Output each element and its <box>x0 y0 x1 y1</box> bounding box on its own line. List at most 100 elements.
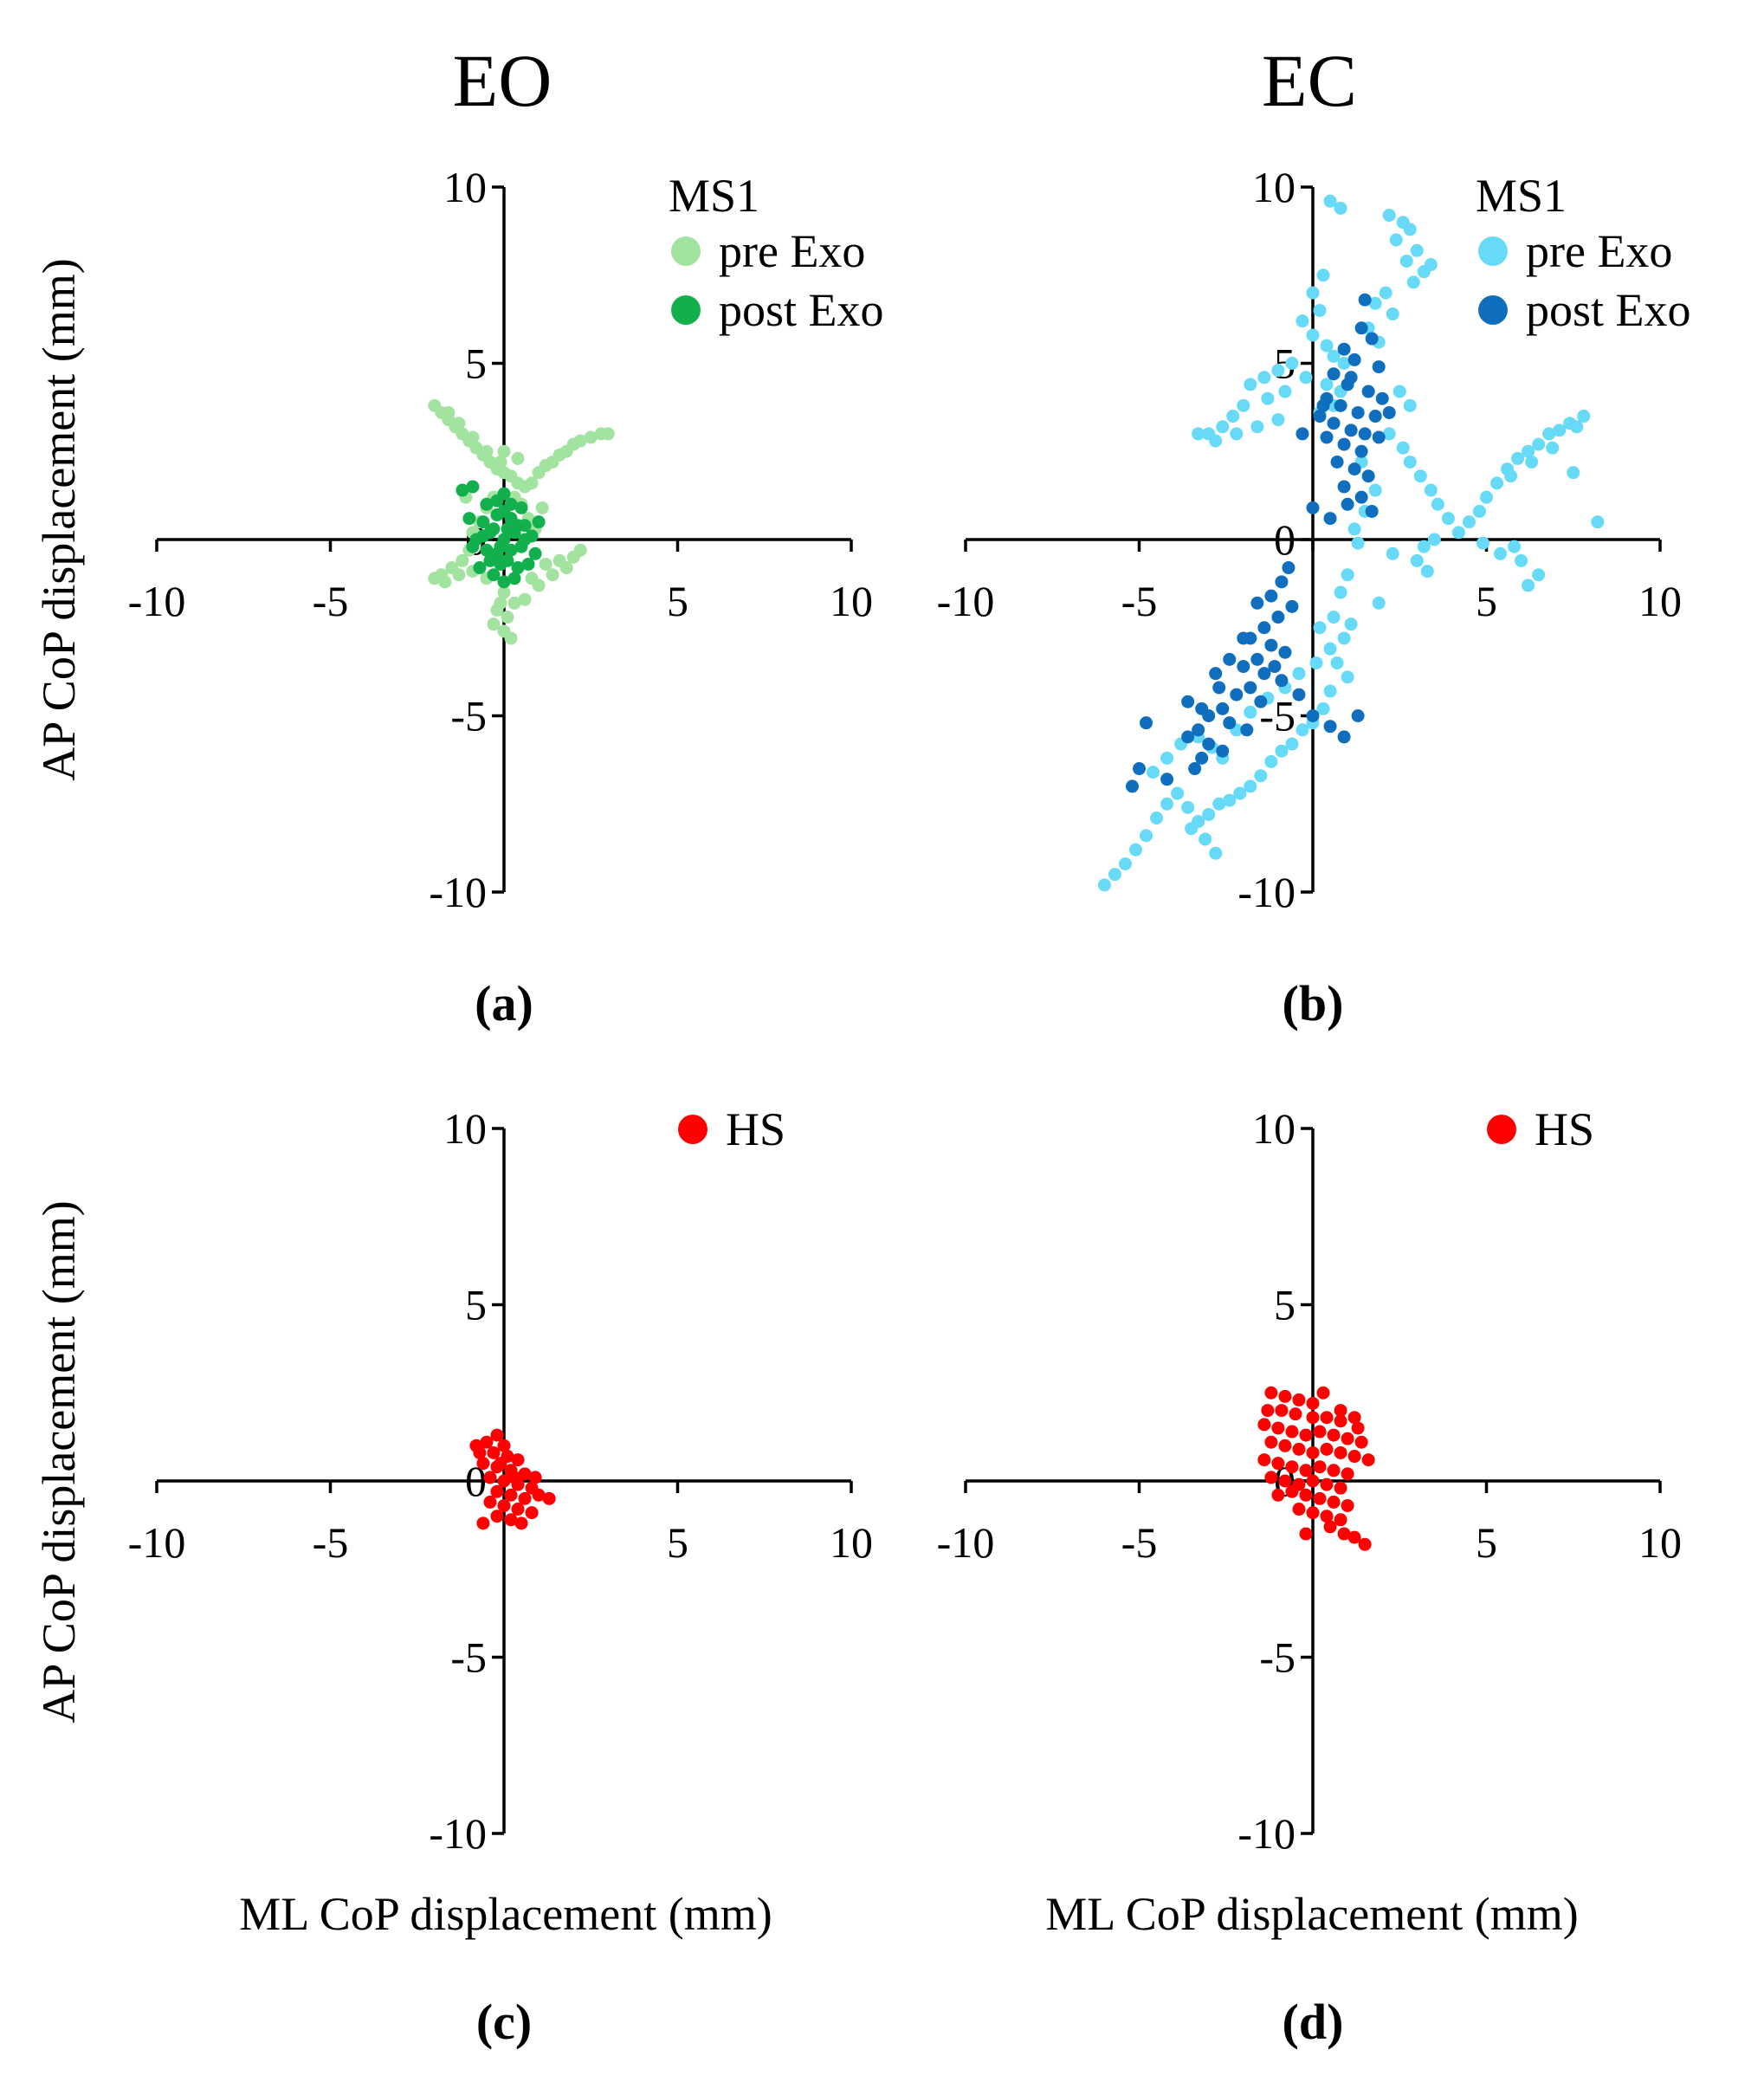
data-point <box>1264 1386 1278 1400</box>
data-point <box>1316 268 1330 282</box>
data-point <box>1181 730 1195 744</box>
data-point <box>1323 194 1337 208</box>
data-point <box>1299 1464 1313 1477</box>
x-tick-label: 10 <box>830 1518 873 1567</box>
data-point <box>1351 536 1365 550</box>
data-point <box>1316 1386 1330 1400</box>
data-point <box>1223 652 1237 666</box>
data-point <box>1271 611 1285 624</box>
data-point <box>1097 878 1111 892</box>
data-point <box>1160 751 1174 765</box>
data-point <box>1347 352 1361 366</box>
data-point <box>1237 631 1250 645</box>
data-point <box>1344 424 1358 437</box>
data-point <box>1192 427 1205 441</box>
data-point <box>1386 546 1399 560</box>
data-point <box>1244 705 1257 719</box>
data-point <box>1292 667 1306 681</box>
data-point <box>546 568 559 582</box>
data-point <box>1372 360 1386 374</box>
y-tick-label: -5 <box>450 692 487 740</box>
data-point <box>1424 483 1438 497</box>
data-point <box>504 631 518 645</box>
y-tick-label: 10 <box>1252 163 1296 211</box>
legend-label: HS <box>726 1103 785 1155</box>
data-point <box>601 427 615 441</box>
data-point <box>1347 1411 1361 1425</box>
data-point <box>1108 868 1121 882</box>
legend-marker <box>671 295 701 325</box>
data-point <box>473 561 487 575</box>
data-point <box>1292 1393 1306 1406</box>
data-point <box>1410 553 1424 567</box>
data-point <box>428 572 442 585</box>
column-title-ec: EC <box>1262 39 1357 122</box>
data-point <box>1337 342 1351 356</box>
legend-title: MS1 <box>1476 170 1567 222</box>
data-point <box>438 575 452 589</box>
data-point <box>1327 1495 1341 1509</box>
y-tick-label: 5 <box>1274 1281 1296 1329</box>
data-point <box>1396 441 1410 455</box>
legend-label: post Exo <box>1526 284 1691 336</box>
panel-label: (a) <box>475 975 533 1031</box>
data-point <box>476 1457 490 1471</box>
data-point <box>1361 1453 1375 1467</box>
data-point <box>1532 568 1546 582</box>
data-point <box>1296 427 1309 441</box>
data-point <box>1275 1404 1289 1418</box>
data-point <box>1140 829 1153 843</box>
data-point <box>1410 243 1424 257</box>
data-point <box>490 546 504 560</box>
x-tick-label: -5 <box>313 577 349 625</box>
legend-marker <box>1478 295 1508 325</box>
data-point <box>1577 410 1591 424</box>
data-point <box>1275 744 1289 758</box>
x-tick-label: -5 <box>1121 1518 1158 1567</box>
data-point <box>1140 716 1153 730</box>
data-point <box>1299 1488 1313 1502</box>
legend-label: HS <box>1535 1103 1594 1155</box>
series-post-exo <box>456 480 546 589</box>
x-tick-label: 10 <box>1638 1518 1682 1567</box>
legend-marker <box>678 1115 708 1144</box>
data-point <box>1365 332 1379 346</box>
data-point <box>1341 670 1354 684</box>
data-point <box>1299 1527 1313 1541</box>
legend: HS <box>1487 1103 1594 1155</box>
data-point <box>497 1498 511 1512</box>
data-point <box>1358 293 1372 307</box>
data-point <box>1271 1457 1285 1471</box>
data-point <box>456 483 469 497</box>
data-point <box>1382 405 1396 419</box>
series-pre-exo <box>428 398 615 645</box>
data-point <box>573 434 587 448</box>
data-point <box>494 596 507 610</box>
data-point <box>552 553 566 567</box>
data-point <box>1306 1411 1320 1425</box>
data-point <box>1313 303 1327 317</box>
data-point <box>483 1471 497 1484</box>
data-point <box>1199 832 1212 846</box>
data-point <box>1341 1498 1354 1512</box>
data-point <box>525 476 539 490</box>
data-point <box>1330 656 1344 669</box>
y-tick-label: 0 <box>1274 515 1296 564</box>
data-point <box>1567 466 1580 480</box>
data-point <box>1462 515 1476 529</box>
data-point <box>1160 773 1174 786</box>
data-point <box>1250 420 1264 434</box>
data-point <box>1306 709 1320 722</box>
data-point <box>1271 413 1285 427</box>
data-point <box>542 1491 556 1505</box>
data-point <box>490 1484 504 1498</box>
data-point <box>1323 684 1337 698</box>
data-point <box>1240 723 1254 737</box>
panel-label: (d) <box>1283 1994 1344 2050</box>
data-point <box>497 575 511 589</box>
data-point <box>528 1471 542 1484</box>
data-point <box>452 568 466 582</box>
data-point <box>1292 1442 1306 1456</box>
data-point <box>1553 424 1567 437</box>
